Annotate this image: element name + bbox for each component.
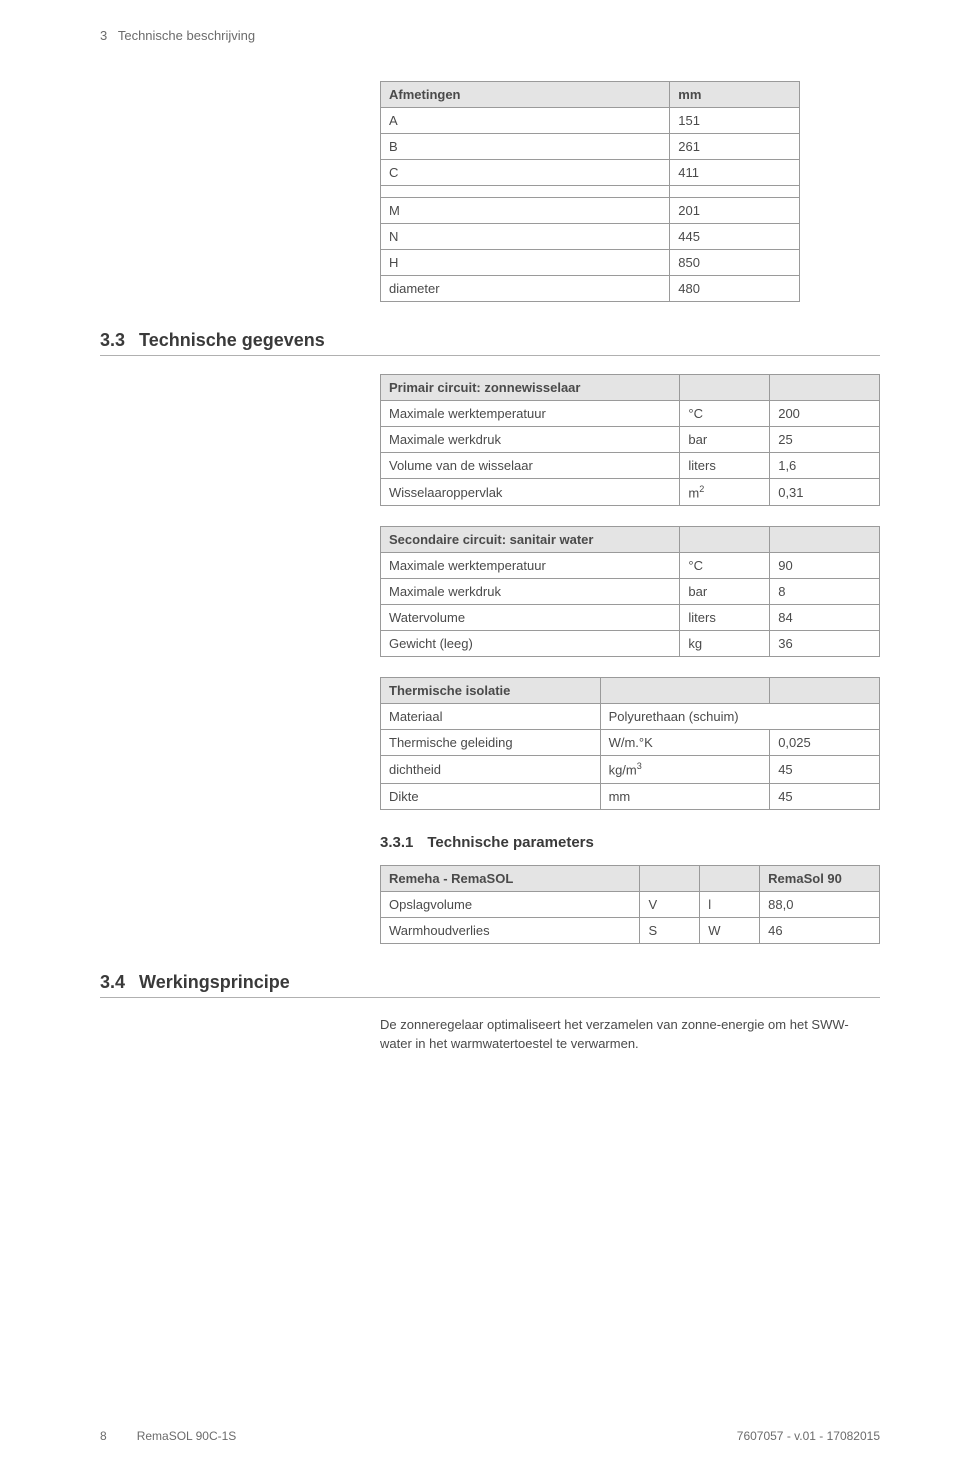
cell: W/m.°K bbox=[600, 730, 770, 756]
spacer bbox=[670, 186, 800, 198]
subsection-331-title: Technische parameters bbox=[427, 834, 593, 851]
section-34-header: 3.4 Werkingsprincipe bbox=[100, 972, 880, 998]
cell: N bbox=[381, 224, 670, 250]
cell: 480 bbox=[670, 276, 800, 302]
cell: Polyurethaan (schuim) bbox=[600, 704, 879, 730]
cell: diameter bbox=[381, 276, 670, 302]
cell: m2 bbox=[680, 479, 770, 506]
cell: 25 bbox=[770, 427, 880, 453]
afmetingen-header-label: Afmetingen bbox=[381, 82, 670, 108]
cell: W bbox=[700, 917, 760, 943]
cell: Warmhoudverlies bbox=[381, 917, 640, 943]
cell: Wisselaaroppervlak bbox=[381, 479, 680, 506]
section-33-number: 3.3 bbox=[100, 330, 125, 351]
cell: Maximale werkdruk bbox=[381, 579, 680, 605]
cell: Materiaal bbox=[381, 704, 601, 730]
blank bbox=[680, 375, 770, 401]
cell: 84 bbox=[770, 605, 880, 631]
cell: Volume van de wisselaar bbox=[381, 453, 680, 479]
cell: 45 bbox=[770, 783, 880, 809]
cell: °C bbox=[680, 401, 770, 427]
cell: 850 bbox=[670, 250, 800, 276]
cell: 8 bbox=[770, 579, 880, 605]
cell: mm bbox=[600, 783, 770, 809]
table-afmetingen: Afmetingen mm A151 B261 C411 M201 N445 H… bbox=[380, 81, 800, 302]
section-34-title: Werkingsprincipe bbox=[139, 972, 290, 993]
table-secondaire: Secondaire circuit: sanitair water Maxim… bbox=[380, 526, 880, 657]
cell: 200 bbox=[770, 401, 880, 427]
cell: Maximale werkdruk bbox=[381, 427, 680, 453]
blank bbox=[770, 527, 880, 553]
cell: °C bbox=[680, 553, 770, 579]
cell: 45 bbox=[770, 756, 880, 783]
cell: 0,31 bbox=[770, 479, 880, 506]
secondaire-header: Secondaire circuit: sanitair water bbox=[381, 527, 680, 553]
cell: 445 bbox=[670, 224, 800, 250]
blank bbox=[640, 865, 700, 891]
blank bbox=[770, 678, 880, 704]
table-primair: Primair circuit: zonnewisselaar Maximale… bbox=[380, 374, 880, 506]
blank bbox=[600, 678, 770, 704]
footer-left: 8 RemaSOL 90C-1S bbox=[100, 1429, 236, 1443]
page: 3 Technische beschrijving Afmetingen mm … bbox=[0, 0, 960, 1463]
subsection-331-header: 3.3.1 Technische parameters bbox=[380, 834, 880, 851]
page-footer: 8 RemaSOL 90C-1S 7607057 - v.01 - 170820… bbox=[100, 1429, 880, 1443]
section-33-title: Technische gegevens bbox=[139, 330, 325, 351]
table-params: Remeha - RemaSOL RemaSol 90 Opslagvolume… bbox=[380, 865, 880, 944]
cell: bar bbox=[680, 579, 770, 605]
cell: liters bbox=[680, 605, 770, 631]
footer-product: RemaSOL 90C-1S bbox=[137, 1429, 237, 1443]
cell: S bbox=[640, 917, 700, 943]
blank bbox=[680, 527, 770, 553]
cell: Dikte bbox=[381, 783, 601, 809]
cell: C bbox=[381, 160, 670, 186]
cell: 90 bbox=[770, 553, 880, 579]
blank bbox=[770, 375, 880, 401]
cell: 88,0 bbox=[760, 891, 880, 917]
cell: Opslagvolume bbox=[381, 891, 640, 917]
params-header-right: RemaSol 90 bbox=[760, 865, 880, 891]
section-33-header: 3.3 Technische gegevens bbox=[100, 330, 880, 356]
cell: Gewicht (leeg) bbox=[381, 631, 680, 657]
blank bbox=[700, 865, 760, 891]
cell: Maximale werktemperatuur bbox=[381, 401, 680, 427]
subsection-331-number: 3.3.1 bbox=[380, 834, 413, 851]
footer-docref: 7607057 - v.01 - 17082015 bbox=[737, 1429, 880, 1443]
chapter-number: 3 bbox=[100, 28, 107, 43]
cell: Maximale werktemperatuur bbox=[381, 553, 680, 579]
cell: M bbox=[381, 198, 670, 224]
body-34-text: De zonneregelaar optimaliseert het verza… bbox=[380, 1016, 880, 1054]
cell: l bbox=[700, 891, 760, 917]
isolatie-header: Thermische isolatie bbox=[381, 678, 601, 704]
params-header-left: Remeha - RemaSOL bbox=[381, 865, 640, 891]
cell: B bbox=[381, 134, 670, 160]
cell: Thermische geleiding bbox=[381, 730, 601, 756]
cell: V bbox=[640, 891, 700, 917]
cell: 261 bbox=[670, 134, 800, 160]
cell: kg/m3 bbox=[600, 756, 770, 783]
chapter-header: 3 Technische beschrijving bbox=[100, 28, 880, 43]
footer-page-number: 8 bbox=[100, 1429, 107, 1443]
spacer bbox=[381, 186, 670, 198]
table-isolatie: Thermische isolatie MateriaalPolyurethaa… bbox=[380, 677, 880, 809]
cell: bar bbox=[680, 427, 770, 453]
cell: 46 bbox=[760, 917, 880, 943]
cell: 151 bbox=[670, 108, 800, 134]
cell: Watervolume bbox=[381, 605, 680, 631]
cell: A bbox=[381, 108, 670, 134]
afmetingen-header-unit: mm bbox=[670, 82, 800, 108]
primair-header: Primair circuit: zonnewisselaar bbox=[381, 375, 680, 401]
cell: liters bbox=[680, 453, 770, 479]
cell: 1,6 bbox=[770, 453, 880, 479]
cell: 0,025 bbox=[770, 730, 880, 756]
chapter-title: Technische beschrijving bbox=[118, 28, 255, 43]
cell: 201 bbox=[670, 198, 800, 224]
cell: H bbox=[381, 250, 670, 276]
cell: 36 bbox=[770, 631, 880, 657]
section-34-number: 3.4 bbox=[100, 972, 125, 993]
cell: kg bbox=[680, 631, 770, 657]
cell: dichtheid bbox=[381, 756, 601, 783]
cell: 411 bbox=[670, 160, 800, 186]
